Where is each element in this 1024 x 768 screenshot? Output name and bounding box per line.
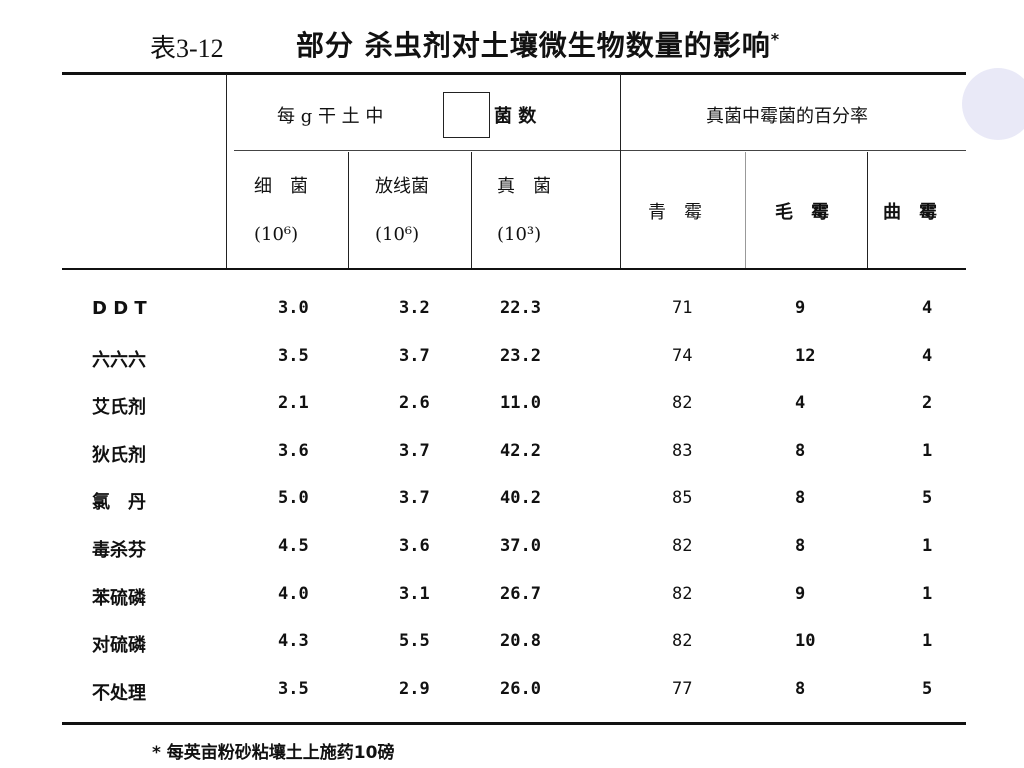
table-cell: 82: [672, 631, 693, 651]
table-cell: 8: [795, 441, 806, 461]
table-cell: 77: [672, 679, 693, 699]
table-cell: 71: [672, 298, 693, 318]
table-cell: 11.0: [500, 393, 541, 413]
table-cell: 8: [795, 679, 806, 699]
group-header-counts-tail: 菌 数: [494, 106, 537, 127]
table-title: 表3-12 部分 杀虫剂对土壤微生物数量的影响*: [0, 22, 1024, 66]
table-cell: 1: [922, 441, 933, 461]
column-header-unit: (10⁶): [375, 224, 420, 245]
table-cell: 3.7: [399, 346, 430, 366]
table-cell: 5.0: [278, 488, 309, 508]
table-cell: 1: [922, 584, 933, 604]
decorative-circle: [962, 68, 1024, 140]
table-cell: 12: [795, 346, 816, 366]
row-label: 苯硫磷: [92, 588, 146, 609]
header-divider-groups: [620, 74, 621, 270]
table-cell: 1: [922, 536, 933, 556]
column-header-name: 放线菌: [375, 176, 429, 197]
column-header-name: 细 菌: [254, 176, 308, 197]
table-cell: 5: [922, 488, 933, 508]
table-cell: 9: [795, 298, 806, 318]
row-label: 狄氏剂: [92, 445, 146, 466]
table-cell: 82: [672, 584, 693, 604]
title-footnote-mark: *: [770, 29, 781, 49]
table-cell: 3.5: [278, 346, 309, 366]
table-cell: 5: [922, 679, 933, 699]
table-cell: 82: [672, 536, 693, 556]
table-cell: 3.6: [278, 441, 309, 461]
blank-box: [443, 92, 490, 138]
table-cell: 26.7: [500, 584, 541, 604]
table-number: 表3-12: [150, 34, 224, 63]
header-divider-col1: [348, 152, 349, 270]
footnote: * 每英亩粉砂粘壤土上施药10磅: [152, 743, 395, 763]
table-cell: 2.6: [399, 393, 430, 413]
header-divider-col2: [471, 152, 472, 270]
table-cell: 3.6: [399, 536, 430, 556]
table-cell: 4.5: [278, 536, 309, 556]
table-cell: 2.9: [399, 679, 430, 699]
table-cell: 74: [672, 346, 693, 366]
group-header-mold-percent: 真菌中霉菌的百分率: [706, 106, 868, 127]
group-header-rule: [234, 150, 966, 151]
group-header-counts: 每 g 干 土 中: [277, 106, 384, 127]
table-cell: 37.0: [500, 536, 541, 556]
table-cell: 3.5: [278, 679, 309, 699]
table-cell: 42.2: [500, 441, 541, 461]
table-caption: 部分 杀虫剂对土壤微生物数量的影响*: [296, 29, 781, 62]
column-header-unit: (10⁶): [254, 224, 299, 245]
table-cell: 82: [672, 393, 693, 413]
table-cell: 4: [922, 298, 933, 318]
table-cell: 1: [922, 631, 933, 651]
table-cell: 5.5: [399, 631, 430, 651]
row-label: 毒杀芬: [92, 540, 146, 561]
row-label: D D T: [92, 298, 147, 319]
column-header-name: 毛 霉: [775, 202, 829, 223]
bottom-rule: [62, 722, 966, 725]
table-cell: 9: [795, 584, 806, 604]
table-cell: 2: [922, 393, 933, 413]
row-label: 艾氏剂: [92, 397, 146, 418]
header-divider-label: [226, 74, 227, 270]
row-label: 对硫磷: [92, 635, 146, 656]
table-cell: 10: [795, 631, 816, 651]
column-header-name: 真 菌: [497, 176, 551, 197]
table-cell: 26.0: [500, 679, 541, 699]
table-cell: 83: [672, 441, 693, 461]
header-divider-col5: [867, 152, 868, 270]
header-bottom-rule: [62, 268, 966, 270]
row-label: 氯 丹: [92, 492, 146, 513]
table-cell: 8: [795, 536, 806, 556]
table-cell: 8: [795, 488, 806, 508]
table-cell: 4: [795, 393, 806, 413]
table-cell: 3.2: [399, 298, 430, 318]
column-header-unit: (10³): [497, 224, 542, 245]
top-rule: [62, 72, 966, 75]
table-cell: 22.3: [500, 298, 541, 318]
table-cell: 85: [672, 488, 693, 508]
table-cell: 4.3: [278, 631, 309, 651]
row-label: 六六六: [92, 350, 146, 371]
header-divider-col4: [745, 152, 746, 270]
table-cell: 3.7: [399, 488, 430, 508]
table-cell: 23.2: [500, 346, 541, 366]
table-cell: 3.7: [399, 441, 430, 461]
table-cell: 40.2: [500, 488, 541, 508]
column-header-name: 曲 霉: [883, 202, 937, 223]
row-label: 不处理: [92, 683, 146, 704]
table-cell: 3.0: [278, 298, 309, 318]
table-cell: 3.1: [399, 584, 430, 604]
table-cell: 20.8: [500, 631, 541, 651]
table-cell: 2.1: [278, 393, 309, 413]
table-cell: 4: [922, 346, 933, 366]
table-cell: 4.0: [278, 584, 309, 604]
column-header-name: 青 霉: [648, 202, 702, 223]
